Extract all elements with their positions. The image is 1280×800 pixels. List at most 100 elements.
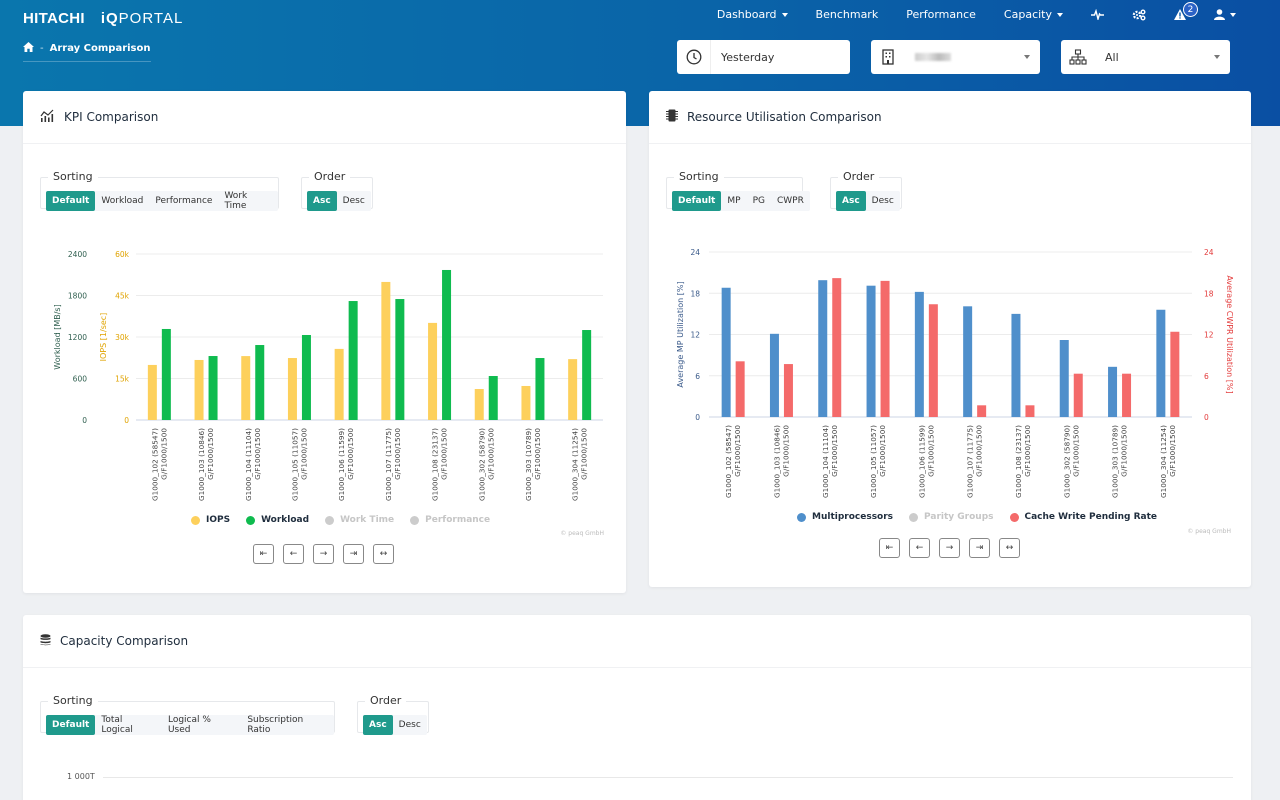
nav-dashboard[interactable]: Dashboard xyxy=(717,8,788,21)
first-page-button[interactable]: ⇤ xyxy=(879,538,900,558)
capacity-order-group: Order Asc Desc xyxy=(357,694,429,735)
nav-benchmark[interactable]: Benchmark xyxy=(816,8,879,21)
resource-order-group: Order Asc Desc xyxy=(830,170,902,211)
kpi-sort-work-time[interactable]: Work Time xyxy=(224,191,248,211)
kpi-order-label: Order xyxy=(309,170,351,183)
kpi-sort-workload[interactable]: Workload xyxy=(101,196,144,206)
chart-bars-icon xyxy=(40,109,55,125)
resource-legend-cwpr-label: Cache Write Pending Rate xyxy=(1024,512,1158,522)
site-select[interactable] xyxy=(871,40,1040,74)
capacity-sorting-group: Sorting Default Total Logical Logical % … xyxy=(40,694,335,735)
warning-icon xyxy=(1174,9,1186,20)
bar-workload xyxy=(535,358,545,420)
time-range-select[interactable]: Yesterday xyxy=(677,40,850,74)
bar-multiprocessors xyxy=(721,287,731,417)
category-name: G1000_304 (11254) xyxy=(571,428,580,501)
resource-bar-chart: 0 0 6 6 12 12 18 18 24 24 Average MP Utilization [… xyxy=(676,248,1234,498)
prev-page-button[interactable]: ← xyxy=(909,538,930,558)
axis-tick-label: 6 xyxy=(1204,372,1209,381)
kpi-legend-iops[interactable]: IOPS xyxy=(191,515,230,525)
resource-sort-cwpr[interactable]: CWPR xyxy=(776,196,804,206)
category-model: G/F1000/1500 xyxy=(159,428,168,480)
kpi-copyright: © peaq GmbH xyxy=(560,530,604,537)
bar-cache-write-pending-rate xyxy=(928,304,938,417)
resource-order-label: Order xyxy=(838,170,880,183)
category-name: G1000_102 (58547) xyxy=(150,428,159,501)
gears-icon[interactable] xyxy=(1132,9,1146,21)
category-model: G/F1000/1500 xyxy=(733,425,742,477)
group-select[interactable]: All xyxy=(1061,40,1230,74)
resource-order-desc[interactable]: Desc xyxy=(871,196,894,206)
resource-legend-cwpr[interactable]: Cache Write Pending Rate xyxy=(1009,512,1158,522)
resource-card-title: Resource Utilisation Comparison xyxy=(687,110,882,124)
show-all-button[interactable]: ↔ xyxy=(373,544,394,564)
x-axis-category-label: G1000_103 (10846) G/F1000/1500 xyxy=(772,425,790,498)
category-name: G1000_303 (10789) xyxy=(524,428,533,501)
x-axis-category-label: G1000_304 (11254) G/F1000/1500 xyxy=(571,428,589,501)
home-icon[interactable] xyxy=(23,42,34,55)
axis-tick-label: 0 xyxy=(124,416,129,425)
kpi-order-asc[interactable]: Asc xyxy=(307,191,337,211)
last-page-button[interactable]: ⇥ xyxy=(969,538,990,558)
resource-legend-pg[interactable]: Parity Groups xyxy=(909,512,994,522)
breadcrumb-current: Array Comparison xyxy=(49,43,151,54)
bar-cache-write-pending-rate xyxy=(1073,373,1083,417)
bar-workload xyxy=(161,328,171,420)
category-name: G1000_103 (10846) xyxy=(197,428,206,501)
kpi-sort-default[interactable]: Default xyxy=(46,191,96,211)
axis-tick-label: 18 xyxy=(1204,289,1214,298)
axis-tick-label: 18 xyxy=(690,289,700,298)
kpi-order-desc[interactable]: Desc xyxy=(342,196,365,206)
show-all-button[interactable]: ↔ xyxy=(999,538,1020,558)
kpi-sort-performance[interactable]: Performance xyxy=(155,196,213,206)
x-axis-category-label: G1000_303 (10789) G/F1000/1500 xyxy=(524,428,542,501)
nav-capacity[interactable]: Capacity xyxy=(1004,8,1063,21)
x-axis-category-label: G1000_107 (11775) G/F1000/1500 xyxy=(384,428,402,501)
next-page-button[interactable]: → xyxy=(939,538,960,558)
capacity-sort-total-logical[interactable]: Total Logical xyxy=(101,715,133,735)
user-menu[interactable] xyxy=(1214,9,1236,20)
axis-title: Average CWPR Utilization [%] xyxy=(1225,275,1234,393)
capacity-order-asc[interactable]: Asc xyxy=(363,715,393,735)
brand-iq-portal: iQPORTAL xyxy=(101,10,183,27)
kpi-legend-workload[interactable]: Workload xyxy=(246,515,309,525)
capacity-order-desc[interactable]: Desc xyxy=(398,720,421,730)
nav-performance[interactable]: Performance xyxy=(906,8,976,21)
bar-iops xyxy=(381,281,391,420)
kpi-legend-performance[interactable]: Performance xyxy=(410,515,490,525)
x-axis-category-label: G1000_102 (58547) G/F1000/1500 xyxy=(724,425,742,498)
axis-tick-label: 12 xyxy=(690,331,700,340)
resource-sort-mp[interactable]: MP xyxy=(727,196,741,206)
resource-legend-mp[interactable]: Multiprocessors xyxy=(797,512,893,522)
resource-legend-mp-label: Multiprocessors xyxy=(812,512,894,522)
legend-dot-icon xyxy=(246,515,256,525)
resource-sort-default[interactable]: Default xyxy=(672,191,722,211)
kpi-legend-work-time[interactable]: Work Time xyxy=(325,515,394,525)
bar-workload xyxy=(395,299,405,420)
x-axis-category-label: G1000_108 (23137) G/F1000/1500 xyxy=(1014,425,1032,498)
category-model: G/F1000/1500 xyxy=(206,428,215,480)
site-value xyxy=(905,51,951,64)
capacity-sort-logical-used[interactable]: Logical % Used xyxy=(167,715,211,735)
last-page-button[interactable]: ⇥ xyxy=(343,544,364,564)
next-page-button[interactable]: → xyxy=(313,544,334,564)
capacity-sort-default[interactable]: Default xyxy=(46,715,96,735)
alerts-button[interactable]: 2 xyxy=(1174,2,1198,20)
category-model: G/F1000/1500 xyxy=(878,425,887,477)
x-axis-category-label: G1000_106 (11599) G/F1000/1500 xyxy=(337,428,355,501)
bar-multiprocessors xyxy=(1108,366,1118,417)
bar-workload xyxy=(582,330,592,420)
kpi-legend-work-time-label: Work Time xyxy=(340,515,395,525)
brand-logo[interactable]: HITACHI iQPORTAL xyxy=(23,10,183,27)
bar-workload xyxy=(208,356,218,420)
capacity-sort-subscription-ratio[interactable]: Subscription Ratio xyxy=(247,715,304,735)
heartbeat-icon[interactable] xyxy=(1091,9,1104,20)
category-name: G1000_304 (11254) xyxy=(1159,425,1168,498)
bar-cache-write-pending-rate xyxy=(1170,331,1180,417)
prev-page-button[interactable]: ← xyxy=(283,544,304,564)
chevron-down-icon xyxy=(1024,55,1030,59)
resource-legend-pg-label: Parity Groups xyxy=(924,512,994,522)
first-page-button[interactable]: ⇤ xyxy=(253,544,274,564)
resource-sort-pg[interactable]: PG xyxy=(752,196,765,206)
resource-order-asc[interactable]: Asc xyxy=(836,191,866,211)
